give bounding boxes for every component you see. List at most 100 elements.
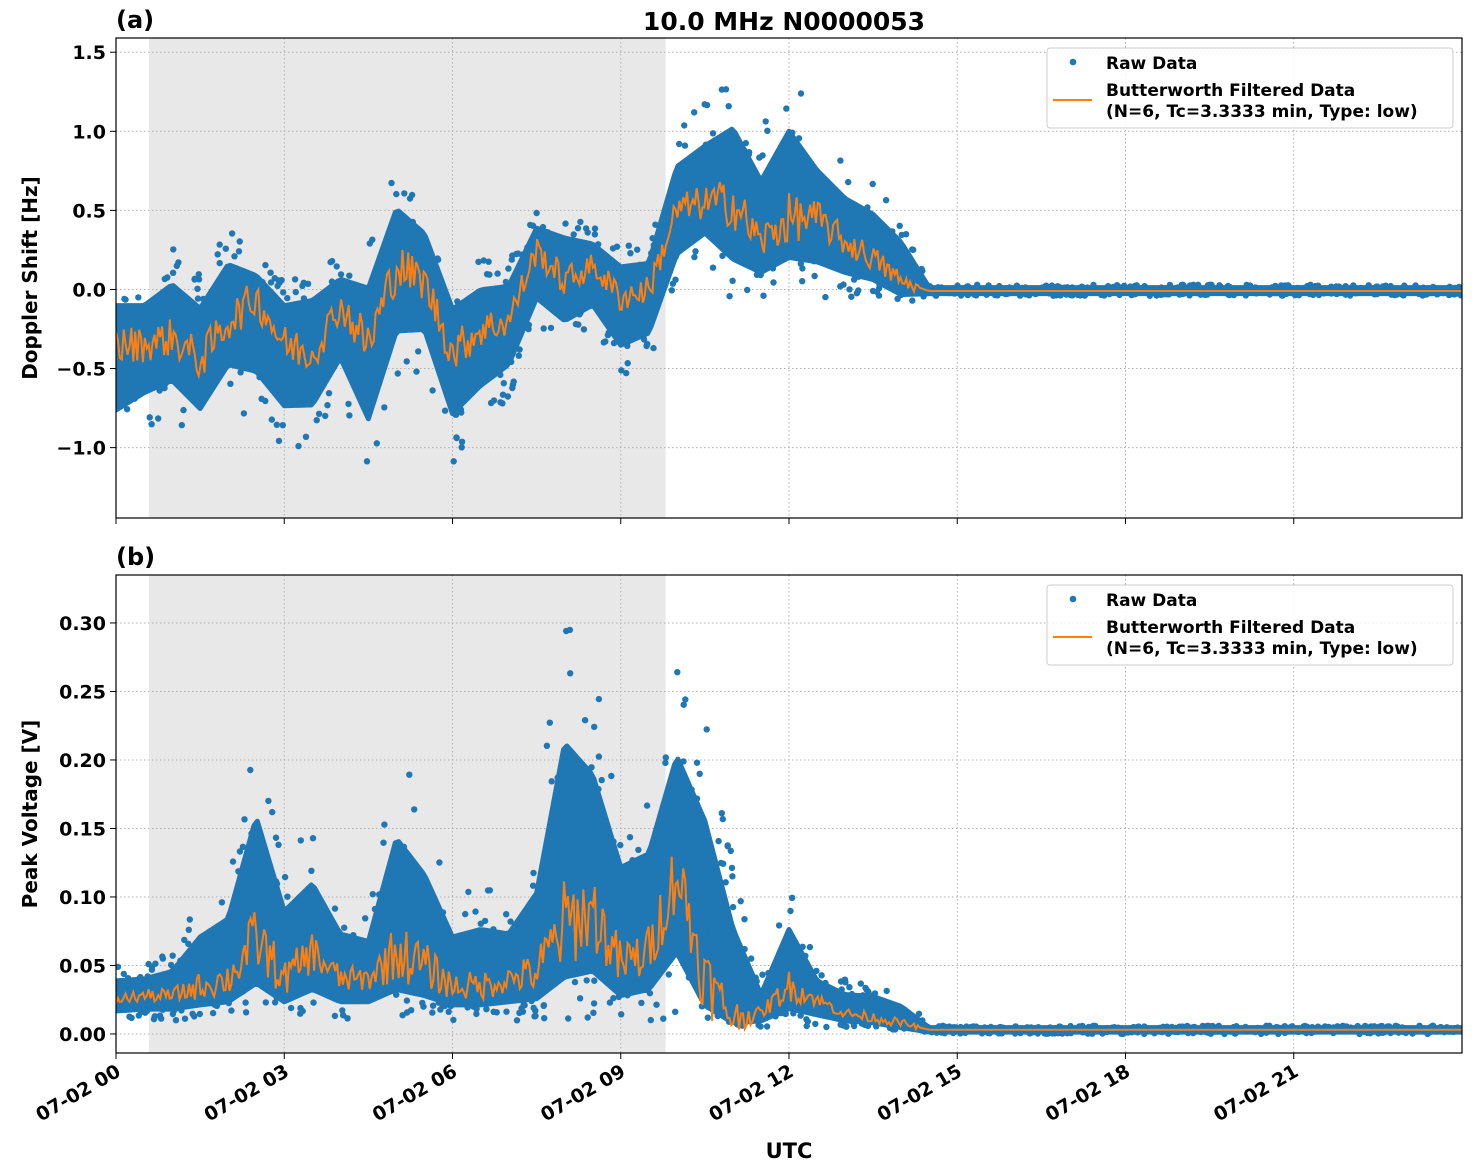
raw-data-point [725,103,732,110]
raw-data-point [760,292,767,299]
raw-data-point [897,250,905,258]
raw-data-point [572,287,579,295]
raw-data-point [178,1007,185,1014]
raw-data-point [766,231,773,238]
raw-data-point [775,967,783,974]
raw-data-point [350,932,357,939]
raw-data-point [242,982,249,989]
raw-data-point [181,1015,189,1022]
raw-data-point [544,229,551,236]
raw-data-point [712,180,720,187]
raw-data-point [450,1016,457,1024]
raw-data-point [729,873,736,880]
raw-data-point [207,355,214,362]
raw-data-point [274,934,281,941]
raw-data-point [305,345,312,352]
raw-data-point [950,1029,957,1037]
raw-data-point [485,258,492,265]
raw-data-point [655,240,663,248]
raw-data-point [124,358,132,366]
raw-data-point [601,822,608,829]
raw-data-point [150,984,157,991]
raw-data-point [211,996,219,1004]
raw-data-point [954,1025,961,1032]
raw-data-point [322,412,329,420]
raw-data-point [713,174,721,181]
raw-data-point [577,798,584,805]
raw-data-point [170,246,177,253]
raw-data-point [295,442,302,450]
raw-data-point [662,754,669,761]
raw-data-point [494,270,501,277]
raw-data-point [298,979,305,987]
panel-label: (b) [116,543,155,571]
raw-data-point [542,965,549,972]
raw-data-point [739,1005,746,1012]
raw-data-point [525,321,533,329]
raw-data-point [778,190,785,197]
raw-data-point [177,305,184,312]
raw-data-point [125,989,132,997]
raw-data-point [409,248,416,255]
raw-data-point [468,300,475,307]
plot-area [116,86,1462,465]
raw-data-point [457,400,465,407]
raw-data-point [484,939,492,947]
raw-data-point [234,934,242,942]
raw-data-point [317,333,324,340]
raw-data-point [840,281,847,288]
raw-data-point [691,109,698,116]
raw-data-point [562,836,570,844]
raw-data-point [452,411,459,418]
raw-data-point [308,340,315,348]
raw-data-point [647,310,654,318]
raw-data-point [148,421,155,428]
legend-box [1046,47,1454,129]
raw-data-point [186,963,193,970]
raw-data-point [567,670,574,677]
raw-data-point [641,986,648,993]
raw-data-point [859,992,867,999]
raw-data-point [319,981,327,989]
raw-data-point [649,235,656,242]
raw-data-point [1057,1023,1064,1030]
raw-data-point [653,1001,660,1008]
raw-data-point [284,893,291,900]
raw-data-point [494,362,502,369]
raw-data-point [497,371,504,379]
raw-data-point [541,874,548,881]
raw-data-point [672,276,679,283]
raw-data-point [622,929,630,936]
raw-data-point [335,347,342,354]
raw-data-point [190,383,197,390]
raw-data-point [811,272,818,280]
raw-data-point [1119,1030,1127,1038]
raw-data-point [345,280,352,287]
raw-data-point [1090,1022,1097,1029]
raw-data-point [156,385,163,392]
raw-data-point [690,863,697,870]
raw-data-point [744,286,751,294]
raw-data-point [214,251,221,258]
raw-data-point [483,310,490,317]
raw-data-point [526,911,534,919]
raw-data-point [769,265,777,272]
raw-data-point [1362,1022,1369,1030]
raw-data-point [594,287,602,294]
x-tick-label: 07-02 15 [873,1060,965,1126]
raw-data-point [837,157,844,164]
raw-data-point [328,278,336,285]
raw-data-point [335,984,342,991]
raw-data-point [492,980,499,987]
raw-data-point [741,916,748,923]
raw-data-point [524,244,531,251]
raw-data-point [624,360,631,367]
raw-data-point [203,995,210,1002]
raw-data-point [650,344,657,352]
raw-data-point [265,797,272,805]
y-tick-label: 0.20 [59,750,106,772]
raw-data-point [343,329,350,336]
raw-data-point [266,928,274,935]
raw-data-point [1098,1025,1105,1032]
raw-data-point [236,287,244,294]
